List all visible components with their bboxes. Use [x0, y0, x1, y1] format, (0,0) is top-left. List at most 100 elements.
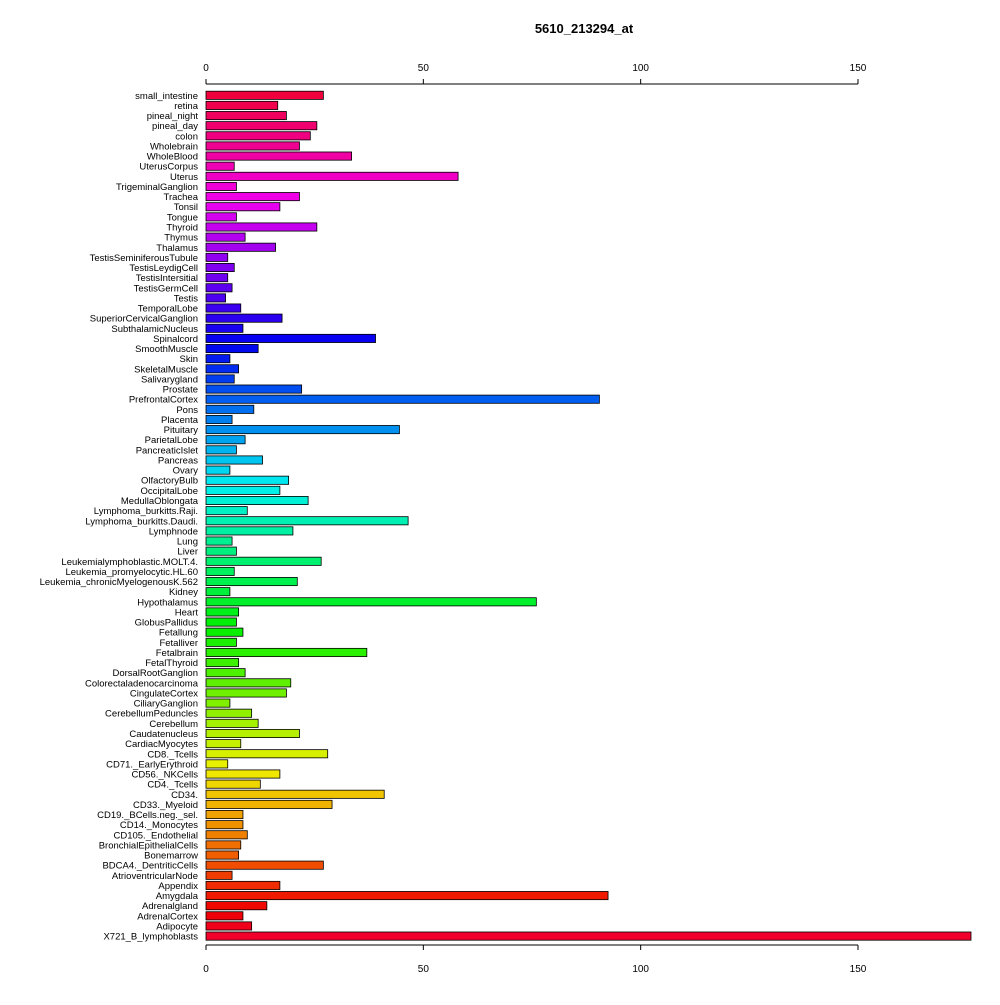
category-label: CingulateCortex [130, 688, 198, 699]
bar [205, 769, 281, 779]
category-label: pineal_night [147, 111, 199, 122]
bar [205, 931, 972, 941]
bar [205, 658, 239, 668]
bar [205, 830, 248, 840]
category-label: Salivarygland [141, 374, 198, 385]
bar [205, 100, 279, 110]
bar [205, 222, 318, 232]
bottom-tick-label: 50 [418, 964, 430, 975]
bottom-tick-label: 100 [632, 964, 649, 975]
bar [205, 911, 244, 921]
category-label: PrefrontalCortex [129, 395, 198, 406]
bar [205, 810, 244, 820]
bar [205, 90, 324, 100]
top-tick-label: 100 [632, 63, 649, 74]
bar [205, 414, 233, 424]
category-label: CD71._EarlyErythroid [106, 759, 198, 770]
bar [205, 678, 292, 688]
category-label: MedullaOblongata [121, 496, 199, 507]
bar [205, 860, 324, 870]
category-label: ParietalLobe [145, 435, 198, 446]
bar [205, 820, 244, 830]
bar [205, 242, 276, 252]
category-label: TestisSeminiferousTubule [90, 253, 198, 264]
category-label: UterusCorpus [139, 162, 198, 173]
category-label: Cerebellum [149, 719, 198, 730]
bar [205, 526, 294, 536]
bar [205, 121, 318, 131]
category-label: TestisIntersitial [136, 273, 198, 284]
bar [205, 688, 287, 698]
category-label: Lymphoma_burkitts.Raji. [94, 506, 198, 517]
category-label: CardiacMyocytes [125, 739, 198, 750]
bar [205, 556, 322, 566]
category-label: CD19._BCells.neg._sel. [97, 810, 198, 821]
bar [205, 668, 246, 678]
bar [205, 475, 289, 485]
category-label: CD14._Monocytes [120, 820, 198, 831]
category-label: BDCA4._DentriticCells [102, 861, 198, 872]
category-label: Skin [180, 354, 198, 365]
bar [205, 323, 244, 333]
category-label: SkeletalMuscle [134, 364, 198, 375]
bar [205, 759, 229, 769]
bar [205, 384, 303, 394]
category-label: CiliaryGanglion [134, 699, 198, 710]
bar [205, 364, 239, 374]
category-label: pineal_day [152, 121, 198, 132]
bar [205, 637, 237, 647]
category-label: AdrenalCortex [137, 911, 198, 922]
category-label: CD8._Tcells [147, 749, 198, 760]
category-label: Placenta [161, 415, 199, 426]
category-label: Fetalliver [159, 638, 198, 649]
bar [205, 607, 239, 617]
category-label: X721_B_lymphoblasts [103, 932, 198, 943]
bar [205, 131, 311, 141]
category-label: Lymphnode [149, 526, 198, 537]
top-tick-label: 50 [418, 63, 430, 74]
bar [205, 546, 237, 556]
bar [205, 739, 242, 749]
category-label: Lymphoma_burkitts.Daudi. [85, 516, 198, 527]
bar [205, 111, 287, 121]
category-label: Tonsil [174, 202, 198, 213]
category-label: small_intestine [135, 91, 198, 102]
chart-title: 5610_213294_at [534, 21, 634, 36]
category-label: Lung [177, 537, 198, 548]
category-label: Pancreas [158, 455, 198, 466]
category-label: Thymus [164, 233, 198, 244]
category-label: CerebellumPeduncles [105, 709, 198, 720]
bar [205, 840, 242, 850]
bar [205, 161, 235, 171]
bar [205, 313, 283, 323]
bar [205, 485, 281, 495]
bar [205, 465, 231, 475]
bottom-tick-label: 0 [203, 964, 209, 975]
category-label: CD105._Endothelial [113, 830, 198, 841]
top-tick-label: 0 [203, 63, 209, 74]
bar [205, 718, 259, 728]
bar [205, 425, 400, 435]
bar [205, 597, 537, 607]
category-label: PancreaticIslet [136, 445, 199, 456]
bar [205, 344, 259, 354]
category-label: TestisLeydigCell [129, 263, 198, 274]
category-label: CD33._Myeloid [133, 800, 198, 811]
bar [205, 303, 242, 313]
bar [205, 708, 253, 718]
category-label: Spinalcord [153, 334, 198, 345]
category-label: Tongue [167, 212, 198, 223]
category-label: DorsalRootGanglion [112, 668, 198, 679]
top-tick-label: 150 [850, 63, 867, 74]
category-label: SubthalamicNucleus [111, 324, 198, 335]
category-label: OlfactoryBulb [141, 476, 198, 487]
category-label: FetalThyroid [145, 658, 198, 669]
category-label: CD56._NKCells [131, 770, 198, 781]
category-label: Wholebrain [150, 141, 198, 152]
bar [205, 870, 233, 880]
category-label: GlobusPallidus [135, 618, 199, 629]
category-label: TrigeminalGanglion [116, 182, 198, 193]
bar [205, 891, 609, 901]
category-label: CD34. [171, 790, 198, 801]
category-label: Leukemialymphoblastic.MOLT.4. [61, 557, 198, 568]
